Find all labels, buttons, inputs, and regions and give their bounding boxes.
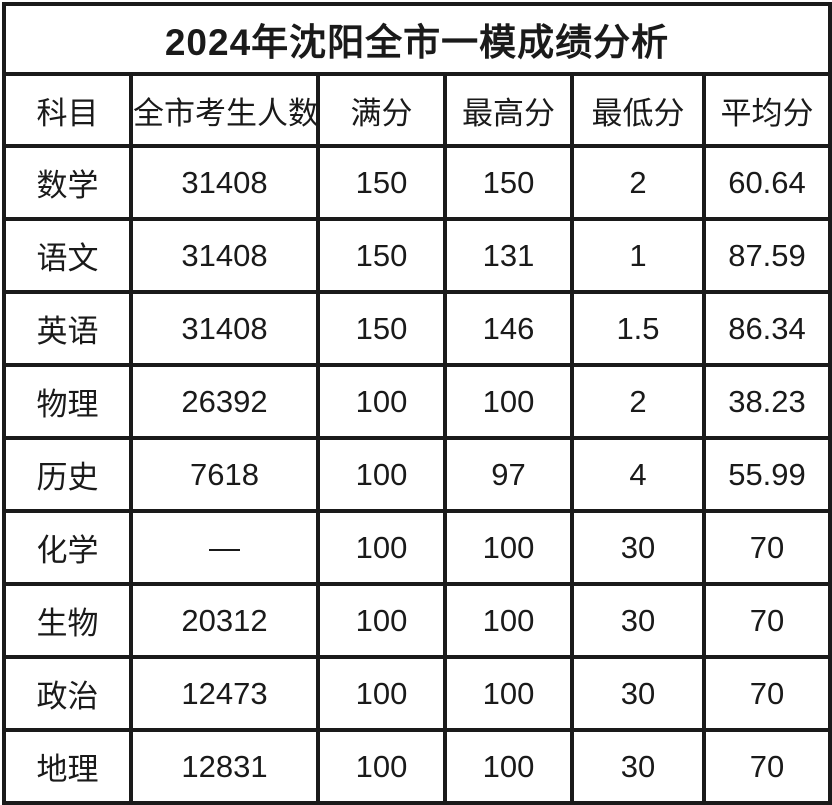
row-biology: 生物 20312 100 100 30 70: [2, 582, 832, 659]
cell-full-score: 150: [316, 217, 447, 294]
cell-lowest-score: 2: [570, 363, 706, 440]
column-header-average-score: 平均分: [702, 72, 832, 148]
cell-subject: 政治: [2, 655, 133, 732]
cell-lowest-score: 30: [570, 509, 706, 586]
cell-lowest-score: 30: [570, 728, 706, 805]
cell-highest-score: 100: [443, 363, 574, 440]
cell-subject: 历史: [2, 436, 133, 513]
cell-average-score: 70: [702, 655, 832, 732]
row-chinese: 语文 31408 150 131 1 87.59: [2, 217, 832, 294]
cell-full-score: 100: [316, 728, 447, 805]
cell-full-score: 100: [316, 655, 447, 732]
cell-full-score: 100: [316, 436, 447, 513]
cell-full-score: 100: [316, 582, 447, 659]
cell-full-score: 150: [316, 290, 447, 367]
column-header-lowest-score: 最低分: [570, 72, 706, 148]
cell-subject: 生物: [2, 582, 133, 659]
cell-lowest-score: 30: [570, 655, 706, 732]
cell-candidates: 7618: [129, 436, 320, 513]
cell-candidates: 20312: [129, 582, 320, 659]
row-chemistry: 化学 — 100 100 30 70: [2, 509, 832, 586]
cell-average-score: 60.64: [702, 144, 832, 221]
cell-candidates: 12473: [129, 655, 320, 732]
cell-average-score: 55.99: [702, 436, 832, 513]
cell-average-score: 70: [702, 509, 832, 586]
cell-lowest-score: 1: [570, 217, 706, 294]
cell-highest-score: 146: [443, 290, 574, 367]
cell-candidates: 31408: [129, 217, 320, 294]
column-header-candidates: 全市考生人数: [129, 72, 320, 148]
row-politics: 政治 12473 100 100 30 70: [2, 655, 832, 732]
cell-candidates: 31408: [129, 144, 320, 221]
cell-average-score: 87.59: [702, 217, 832, 294]
title-row: 2024年沈阳全市一模成绩分析: [2, 2, 832, 76]
cell-subject: 化学: [2, 509, 133, 586]
cell-highest-score: 100: [443, 509, 574, 586]
cell-candidates: 12831: [129, 728, 320, 805]
cell-highest-score: 100: [443, 582, 574, 659]
column-header-highest-score: 最高分: [443, 72, 574, 148]
cell-average-score: 38.23: [702, 363, 832, 440]
cell-highest-score: 97: [443, 436, 574, 513]
cell-average-score: 70: [702, 582, 832, 659]
cell-candidates: 31408: [129, 290, 320, 367]
cell-lowest-score: 30: [570, 582, 706, 659]
cell-highest-score: 131: [443, 217, 574, 294]
cell-subject: 地理: [2, 728, 133, 805]
cell-full-score: 150: [316, 144, 447, 221]
cell-full-score: 100: [316, 509, 447, 586]
cell-subject: 语文: [2, 217, 133, 294]
table-title: 2024年沈阳全市一模成绩分析: [2, 2, 832, 76]
cell-highest-score: 100: [443, 655, 574, 732]
header-row: 科目 全市考生人数 满分 最高分 最低分 平均分: [2, 72, 832, 148]
cell-highest-score: 100: [443, 728, 574, 805]
cell-highest-score: 150: [443, 144, 574, 221]
cell-subject: 英语: [2, 290, 133, 367]
column-header-full-score: 满分: [316, 72, 447, 148]
cell-candidates: 26392: [129, 363, 320, 440]
cell-full-score: 100: [316, 363, 447, 440]
cell-subject: 物理: [2, 363, 133, 440]
row-geography: 地理 12831 100 100 30 70: [2, 728, 832, 805]
row-physics: 物理 26392 100 100 2 38.23: [2, 363, 832, 440]
cell-average-score: 86.34: [702, 290, 832, 367]
cell-lowest-score: 4: [570, 436, 706, 513]
row-math: 数学 31408 150 150 2 60.64: [2, 144, 832, 221]
cell-subject: 数学: [2, 144, 133, 221]
row-english: 英语 31408 150 146 1.5 86.34: [2, 290, 832, 367]
cell-lowest-score: 1.5: [570, 290, 706, 367]
cell-average-score: 70: [702, 728, 832, 805]
column-header-subject: 科目: [2, 72, 133, 148]
cell-candidates: —: [129, 509, 320, 586]
row-history: 历史 7618 100 97 4 55.99: [2, 436, 832, 513]
cell-lowest-score: 2: [570, 144, 706, 221]
